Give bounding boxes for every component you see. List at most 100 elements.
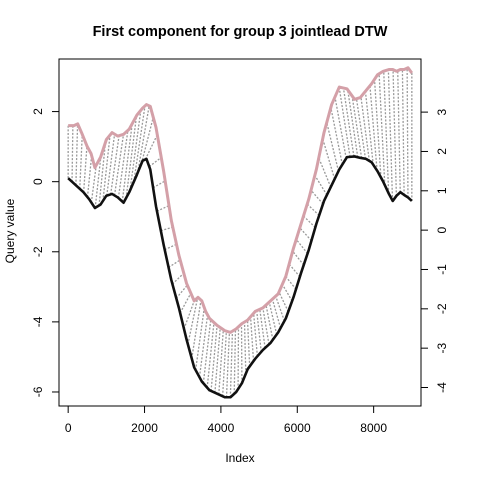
alignment-line — [129, 110, 142, 191]
alignment-line — [318, 157, 332, 188]
alignment-line — [148, 156, 162, 168]
alignment-line — [295, 239, 309, 254]
alignment-line — [140, 117, 154, 164]
plot-frame — [58, 58, 422, 407]
y-tick-label: -4 — [31, 316, 45, 327]
alignment-line — [152, 180, 166, 189]
alignment-line — [303, 215, 316, 228]
alignment-line — [256, 310, 262, 352]
alignment-line — [94, 156, 102, 208]
alignment-line — [168, 259, 181, 268]
x-tick-label: 2000 — [131, 421, 158, 435]
y2-tick-label: 0 — [435, 226, 449, 233]
y2-tick-label: -1 — [435, 264, 449, 275]
alignment-line — [175, 284, 188, 299]
query-series-line — [67, 155, 413, 399]
chart-title: First component for group 3 jointlead DT… — [93, 24, 388, 40]
alignment-line — [243, 322, 247, 374]
alignment-line — [342, 87, 355, 157]
y-axis-label: Query value — [3, 198, 17, 263]
alignment-line — [347, 89, 359, 158]
x-tick-label: 6000 — [284, 421, 311, 435]
alignment-line — [210, 325, 218, 392]
alignment-line — [306, 203, 320, 216]
alignment-line — [383, 71, 390, 194]
alignment-line — [214, 327, 221, 393]
alignment-line — [278, 291, 289, 312]
alignment-line — [82, 145, 88, 193]
alignment-line — [144, 134, 158, 160]
reference-series-line — [68, 66, 414, 334]
alignment-line — [171, 272, 185, 285]
alignment-line — [183, 300, 195, 330]
alignment-line — [275, 295, 286, 322]
alignment-line — [102, 135, 111, 202]
alignment-line — [252, 313, 259, 357]
alignment-line — [281, 284, 293, 302]
alignment-line — [79, 134, 83, 189]
y2-tick-label: 2 — [435, 148, 449, 155]
alignment-line — [334, 96, 347, 159]
alignment-line — [271, 298, 282, 329]
alignment-line — [117, 130, 129, 199]
alignment-line — [392, 69, 398, 196]
y-tick-label: -2 — [31, 246, 45, 257]
y2-tick-label: 1 — [435, 187, 449, 194]
alignment-line — [249, 316, 255, 362]
x-tick-label: 4000 — [208, 421, 235, 435]
alignment-line — [229, 331, 234, 398]
alignment-line — [246, 320, 251, 367]
alignment-line — [109, 135, 120, 195]
y-tick-label: 2 — [31, 108, 45, 115]
alignment-line — [326, 122, 340, 172]
alignment-line — [198, 314, 209, 378]
alignment-line — [268, 301, 278, 335]
alignment-line — [401, 69, 405, 195]
alignment-line — [113, 134, 125, 196]
y2-tick-label: -4 — [435, 382, 449, 393]
alignment-line — [330, 107, 343, 165]
alignment-line — [187, 297, 199, 345]
alignment-line — [206, 322, 215, 388]
alignment-line — [137, 105, 150, 173]
alignment-line — [133, 105, 146, 182]
alignment-line — [233, 329, 237, 394]
alignment-line — [221, 331, 228, 397]
alignment-line — [225, 332, 231, 398]
alignment-line — [156, 205, 170, 212]
alignment-line — [406, 68, 409, 198]
alignment-line — [288, 263, 301, 278]
alignment-line — [338, 87, 351, 157]
alignment-line — [378, 73, 386, 186]
alignment-line — [360, 96, 371, 162]
alignment-line — [310, 189, 324, 205]
alignment-line — [299, 227, 312, 242]
alignment-line — [164, 243, 177, 251]
y2-tick-label: 3 — [435, 108, 449, 115]
y-tick-label: -6 — [31, 386, 45, 397]
alignment-line — [90, 165, 97, 203]
alignment-line — [191, 300, 202, 359]
x-axis-label: Index — [225, 451, 254, 465]
alignment-line — [397, 70, 401, 193]
alignment-line — [218, 329, 224, 395]
alignment-lines — [67, 68, 413, 398]
alignment-line — [71, 125, 74, 182]
alignment-line — [364, 91, 374, 165]
alignment-line — [160, 226, 173, 232]
alignment-line — [75, 123, 79, 186]
alignment-line — [314, 174, 328, 196]
series-group — [67, 66, 414, 399]
alignment-line — [387, 69, 394, 201]
alignment-line — [86, 155, 93, 198]
x-tick-label: 0 — [65, 421, 72, 435]
alignment-line — [106, 134, 116, 196]
alignment-line — [179, 292, 192, 314]
y-tick-label: 0 — [31, 178, 45, 185]
x-tick-label: 8000 — [360, 421, 387, 435]
alignment-line — [125, 115, 138, 199]
alignment-line — [355, 98, 367, 159]
y2-tick-label: -2 — [435, 303, 449, 314]
alignment-line — [194, 307, 205, 371]
